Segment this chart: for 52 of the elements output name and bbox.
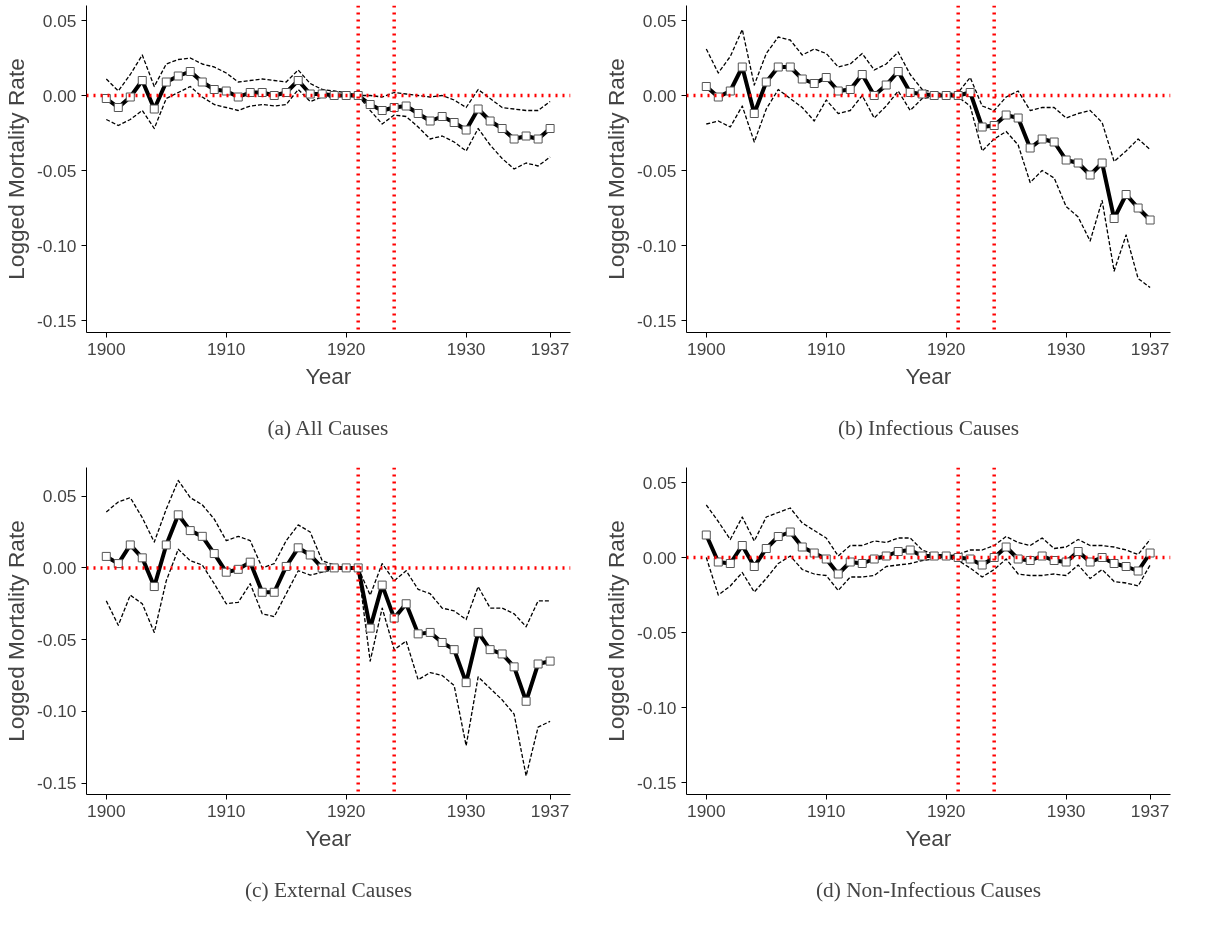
x-tick-label: 1910 — [206, 800, 246, 821]
x-tick-label: 1937 — [530, 800, 570, 821]
x-tick-label: 1900 — [87, 800, 126, 821]
text: (c) External Causes — [245, 878, 413, 902]
x-tick-label: 1920 — [326, 800, 366, 821]
y-tick-label: 0.05 — [642, 10, 677, 31]
x-tick-label: 1920 — [326, 338, 366, 359]
y-tick-label: -0.05 — [637, 622, 677, 643]
y-tick-label: 0.05 — [42, 10, 77, 31]
x-axis-title: Year — [905, 824, 952, 851]
x-tick-label: 1900 — [87, 338, 126, 359]
y-tick-label: 0.00 — [642, 85, 677, 106]
y-tick-label: -0.05 — [37, 629, 77, 650]
x-tick-label: 1920 — [926, 338, 966, 359]
x-tick-label: 1910 — [806, 800, 846, 821]
y-tick-label: -0.05 — [37, 160, 77, 181]
y-tick-label: -0.15 — [637, 310, 677, 331]
y-tick-label: -0.15 — [37, 773, 77, 794]
x-axis-title: Year — [305, 824, 352, 851]
text: (a) All Causes — [267, 416, 389, 440]
y-tick-label: -0.10 — [637, 697, 677, 718]
x-tick-label: 1900 — [687, 800, 726, 821]
y-axis-title: Logged Mortality Rate — [3, 58, 29, 280]
y-tick-label: -0.05 — [637, 160, 677, 181]
x-tick-label: 1930 — [446, 800, 486, 821]
x-tick-label: 1910 — [806, 338, 846, 359]
y-tick-label: -0.10 — [37, 701, 77, 722]
text: (b) Infectious Causes — [837, 416, 1020, 440]
y-tick-label: -0.10 — [637, 235, 677, 256]
y-tick-label: 0.05 — [642, 472, 677, 493]
x-tick-label: 1937 — [530, 338, 570, 359]
y-tick-label: -0.10 — [37, 235, 77, 256]
text: (d) Non-Infectious Causes — [815, 878, 1042, 902]
x-tick-label: 1930 — [1046, 338, 1086, 359]
x-tick-label: 1937 — [1130, 338, 1170, 359]
y-tick-label: 0.05 — [42, 486, 77, 507]
y-tick-label: -0.15 — [637, 772, 677, 793]
y-tick-label: -0.15 — [37, 310, 77, 331]
x-tick-label: 1937 — [1130, 800, 1170, 821]
x-tick-label: 1930 — [446, 338, 486, 359]
x-tick-label: 1910 — [206, 338, 246, 359]
x-axis-title: Year — [305, 362, 352, 389]
y-axis-title: Logged Mortality Rate — [603, 58, 629, 280]
y-axis-title: Logged Mortality Rate — [3, 520, 29, 742]
y-tick-label: 0.00 — [42, 557, 77, 578]
y-axis-title: Logged Mortality Rate — [603, 520, 629, 742]
y-tick-label: 0.00 — [42, 85, 77, 106]
x-tick-label: 1920 — [926, 800, 966, 821]
x-axis-title: Year — [905, 362, 952, 389]
y-tick-label: 0.00 — [642, 547, 677, 568]
x-tick-label: 1900 — [687, 338, 726, 359]
x-tick-label: 1930 — [1046, 800, 1086, 821]
